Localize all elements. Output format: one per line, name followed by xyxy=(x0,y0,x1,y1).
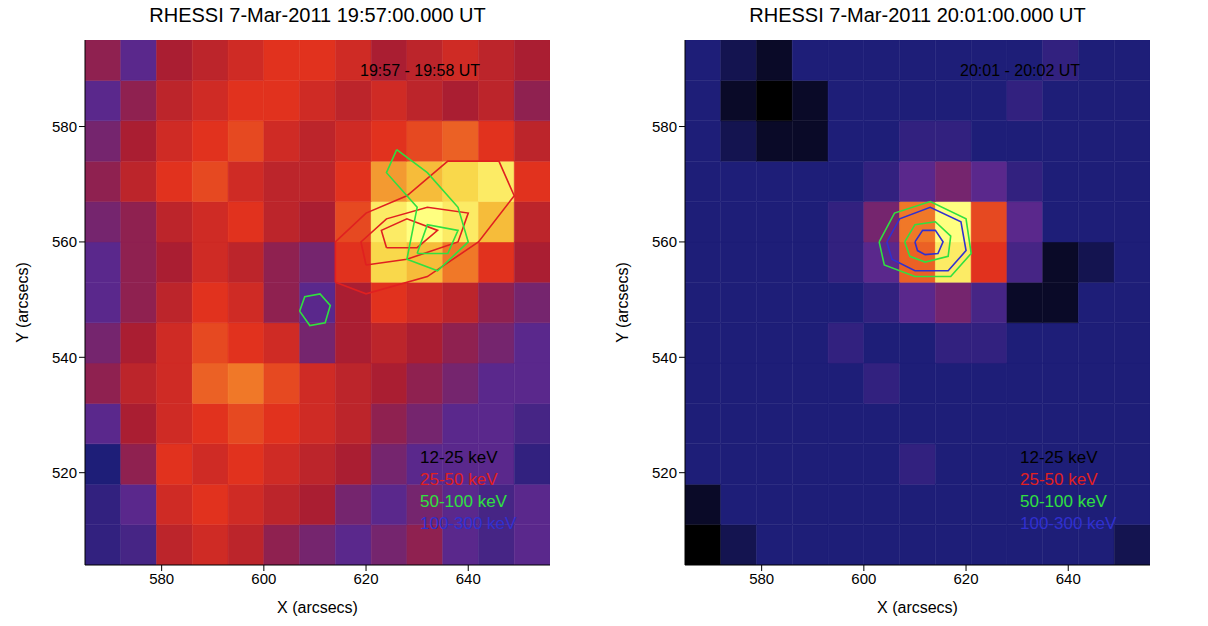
html-text:25-50 keV: 25-50 keV xyxy=(1020,470,1098,489)
svg-text:560: 560 xyxy=(52,233,77,250)
svg-text:600: 600 xyxy=(851,570,876,587)
html-text:100-300 keV: 100-300 keV xyxy=(1020,514,1117,533)
svg-text:580: 580 xyxy=(52,118,77,135)
svg-text:620: 620 xyxy=(354,570,379,587)
svg-text:540: 540 xyxy=(52,349,77,366)
html-text:50-100 keV: 50-100 keV xyxy=(1020,492,1107,511)
html-text:20:01 - 20:02 UT: 20:01 - 20:02 UT xyxy=(960,62,1081,79)
svg-text:580: 580 xyxy=(652,118,677,135)
html-text:100-300 keV: 100-300 keV xyxy=(420,514,517,533)
svg-text:X (arcsecs): X (arcsecs) xyxy=(277,599,358,616)
html-text:12-25 keV: 12-25 keV xyxy=(420,448,498,467)
html-text:25-50 keV: 25-50 keV xyxy=(420,470,498,489)
svg-text:Y (arcsecs): Y (arcsecs) xyxy=(614,262,631,343)
html-text:RHESSI 7-Mar-2011 19:57:00.000: RHESSI 7-Mar-2011 19:57:00.000 UT xyxy=(149,4,486,26)
svg-text:560: 560 xyxy=(652,233,677,250)
html-text:12-25 keV: 12-25 keV xyxy=(1020,448,1098,467)
svg-text:640: 640 xyxy=(456,570,481,587)
svg-text:X (arcsecs): X (arcsecs) xyxy=(877,599,958,616)
svg-text:Y (arcsecs): Y (arcsecs) xyxy=(14,262,31,343)
svg-text:640: 640 xyxy=(1056,570,1081,587)
svg-text:620: 620 xyxy=(954,570,979,587)
html-text:RHESSI 7-Mar-2011 20:01:00.000: RHESSI 7-Mar-2011 20:01:00.000 UT xyxy=(749,4,1086,26)
svg-text:580: 580 xyxy=(149,570,174,587)
svg-text:520: 520 xyxy=(652,464,677,481)
svg-text:540: 540 xyxy=(652,349,677,366)
html-text:50-100 keV: 50-100 keV xyxy=(420,492,507,511)
svg-text:520: 520 xyxy=(52,464,77,481)
svg-text:580: 580 xyxy=(749,570,774,587)
html-text:19:57 - 19:58 UT: 19:57 - 19:58 UT xyxy=(360,62,481,79)
svg-text:600: 600 xyxy=(251,570,276,587)
